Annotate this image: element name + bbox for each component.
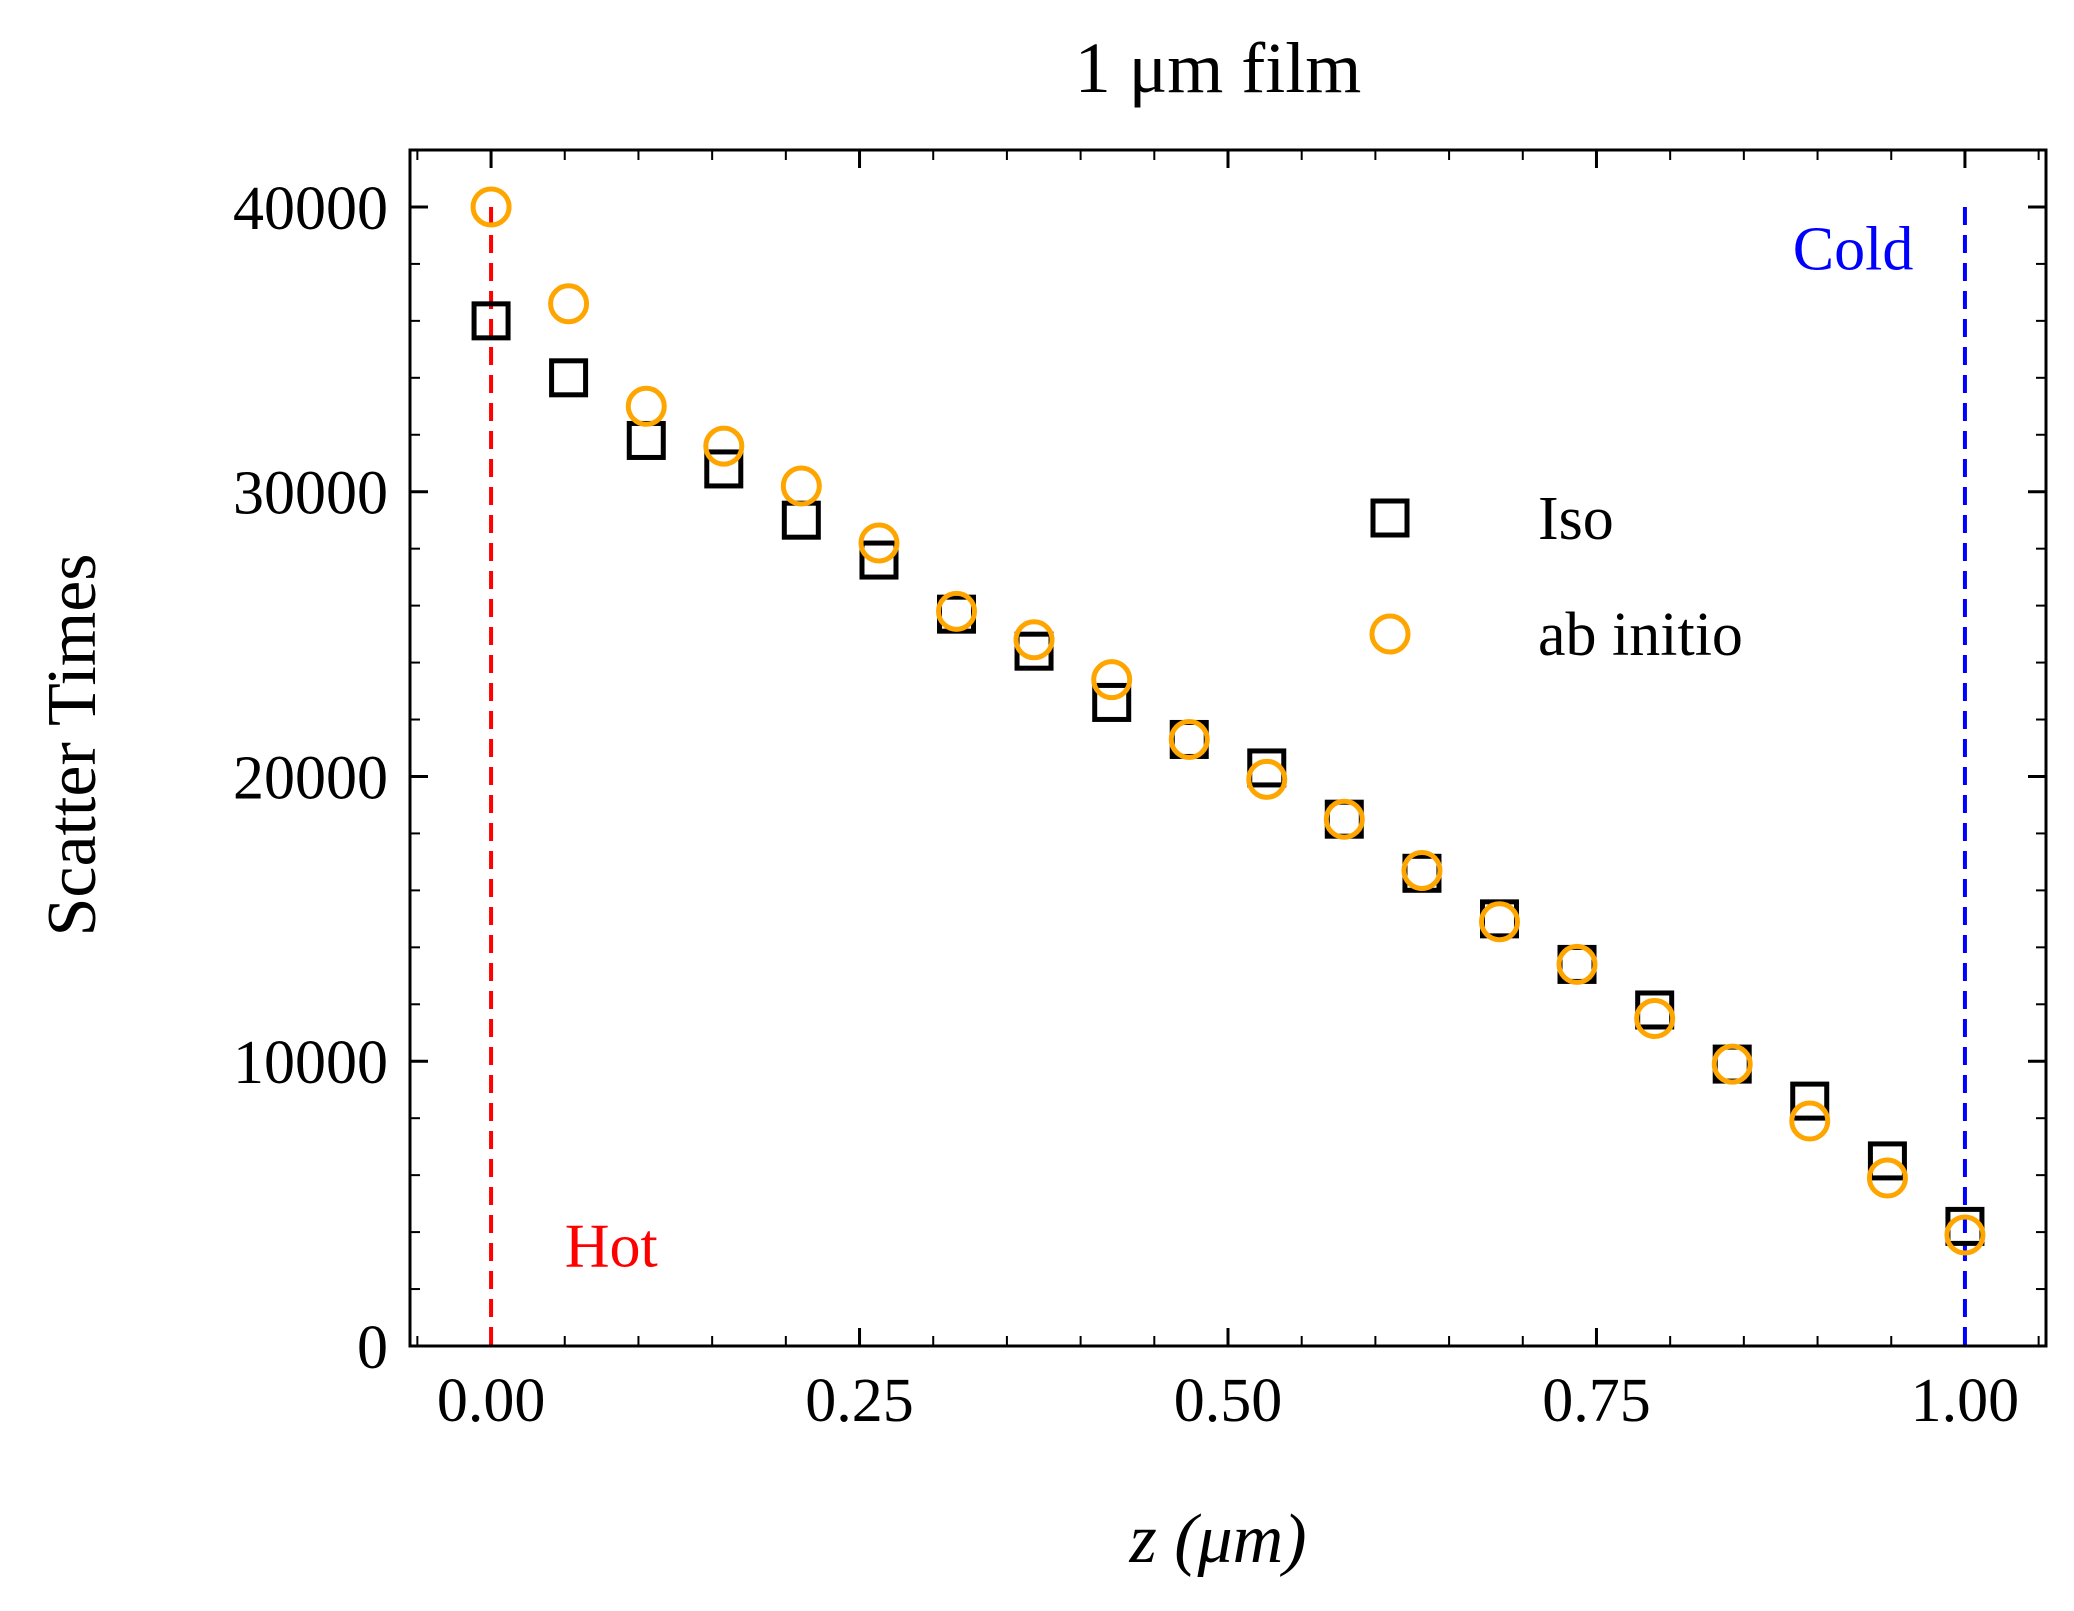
x-tick-label: 0.75 [1542, 1367, 1651, 1435]
iso-marker [1867, 1141, 1907, 1181]
boundary-lines [489, 206, 1967, 1346]
legend-iso-label: Iso [1538, 485, 1614, 553]
ab-initio-marker [780, 465, 822, 507]
x-axis-label: z (μm) [1128, 1501, 1306, 1578]
y-tick-label: 40000 [233, 175, 388, 243]
ab-initio-marker [1634, 998, 1676, 1040]
y-tick-label: 0 [357, 1314, 388, 1382]
ab-initio-marker [1091, 659, 1133, 701]
x-tick-label: 0.25 [805, 1367, 914, 1435]
ab-initio-marker [1711, 1043, 1753, 1085]
legend: Iso ab initio [1369, 485, 1743, 669]
ab-initio-marker [470, 186, 512, 228]
ab-initio-marker [1168, 718, 1210, 760]
ab-initio-marker [1944, 1214, 1986, 1256]
iso-marker [1790, 1081, 1830, 1121]
chart-title: 1 μm film [1075, 28, 1362, 108]
iso-marker [704, 449, 744, 489]
y-tick-label: 20000 [233, 744, 388, 812]
y-axis-label: Scatter Times [34, 553, 111, 936]
annotations: Hot Cold [565, 216, 1914, 1281]
y-tick-label: 30000 [233, 460, 388, 528]
ab-initio-marker [1866, 1157, 1908, 1199]
data-markers [470, 186, 1986, 1256]
hot-label: Hot [565, 1212, 658, 1280]
ab-initio-marker [1323, 798, 1365, 840]
iso-marker [781, 500, 821, 540]
iso-marker [859, 540, 899, 580]
plot-frame [408, 148, 2048, 1348]
x-tick-label: 0.00 [437, 1367, 546, 1435]
ab-initio-marker [625, 385, 667, 427]
ab-initio-marker [1789, 1100, 1831, 1142]
axes: 0.00 0.25 0.50 0.75 1.00 0 10000 20000 30000 4000… [233, 149, 2046, 1435]
iso-marker [471, 301, 511, 341]
legend-ab-initio-marker [1369, 613, 1411, 655]
ab-initio-marker [1401, 849, 1443, 891]
iso-marker [549, 358, 589, 398]
y-tick-label: 10000 [233, 1029, 388, 1097]
iso-marker [1092, 682, 1132, 722]
iso-marker [626, 420, 666, 460]
ab-initio-marker [703, 425, 745, 467]
x-tick-label: 0.50 [1174, 1367, 1283, 1435]
legend-ab-initio-label: ab initio [1538, 601, 1743, 669]
ab-initio-marker [1556, 943, 1598, 985]
ab-initio-marker [858, 522, 900, 564]
ab-initio-marker [1246, 758, 1288, 800]
x-tick-label: 1.00 [1911, 1367, 2020, 1435]
ab-initio-marker [548, 283, 590, 325]
legend-iso-marker [1370, 498, 1410, 538]
cold-label: Cold [1793, 216, 1914, 284]
ab-initio-marker [1478, 901, 1520, 943]
ab-initio-marker [936, 590, 978, 632]
ab-initio-marker [1013, 619, 1055, 661]
